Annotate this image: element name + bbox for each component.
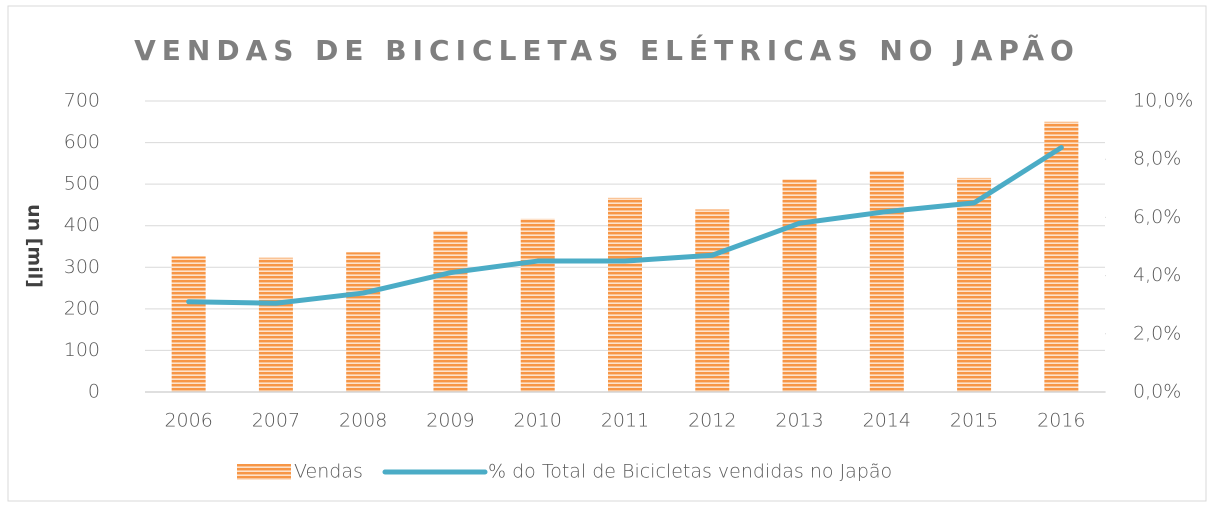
bar bbox=[258, 257, 293, 392]
bar bbox=[1044, 121, 1079, 393]
line bbox=[186, 145, 1064, 306]
bar bbox=[957, 177, 992, 392]
x-tick-label: 2008 bbox=[339, 410, 387, 432]
x-tick-label: 2007 bbox=[252, 410, 300, 432]
x-tick-label: 2012 bbox=[688, 410, 736, 432]
y-tick-label: 100 bbox=[64, 339, 100, 361]
y-tick-label: 200 bbox=[64, 297, 100, 319]
y-tick-label: 500 bbox=[64, 173, 100, 195]
y-tick-label: 300 bbox=[64, 256, 100, 278]
bar bbox=[346, 252, 381, 392]
y-tick-label: 700 bbox=[64, 90, 100, 112]
y-axis-title: un [mil] bbox=[24, 204, 46, 288]
y2-tick-label: 4,0% bbox=[1133, 264, 1181, 286]
x-tick-label: 2015 bbox=[950, 410, 998, 432]
x-tick-label: 2006 bbox=[164, 410, 212, 432]
x-tick-label: 2010 bbox=[514, 410, 562, 432]
x-tick-label: 2016 bbox=[1037, 410, 1085, 432]
y2-tick-label: 8,0% bbox=[1133, 148, 1181, 170]
bar bbox=[171, 256, 206, 392]
x-tick-label: 2011 bbox=[601, 410, 649, 432]
bar bbox=[608, 197, 642, 392]
y-tick-label: 0 bbox=[88, 381, 100, 403]
legend-label: % do Total de Bicicletas vendidas no Jap… bbox=[488, 461, 892, 483]
x-tick-label: 2009 bbox=[426, 410, 474, 432]
bar bbox=[695, 209, 730, 392]
legend-label: Vendas bbox=[294, 461, 363, 483]
y2-tick-label: 6,0% bbox=[1133, 206, 1181, 228]
y2-tick-label: 0,0% bbox=[1133, 381, 1181, 403]
bar bbox=[433, 230, 468, 392]
x-tick-label: 2013 bbox=[775, 410, 823, 432]
bar bbox=[520, 218, 555, 392]
chart-title: VENDAS DE BICICLETAS ELÉTRICAS NO JAPÃO bbox=[134, 33, 1080, 67]
x-tick-label: 2014 bbox=[863, 410, 911, 432]
chart-border bbox=[7, 5, 1207, 502]
bar bbox=[782, 179, 817, 392]
y2-tick-label: 2,0% bbox=[1133, 322, 1181, 344]
y-tick-label: 400 bbox=[64, 214, 100, 236]
y-tick-label: 600 bbox=[64, 131, 100, 153]
y2-tick-label: 10,0% bbox=[1133, 90, 1193, 112]
legend-swatch bbox=[237, 464, 291, 480]
bar bbox=[869, 170, 904, 392]
